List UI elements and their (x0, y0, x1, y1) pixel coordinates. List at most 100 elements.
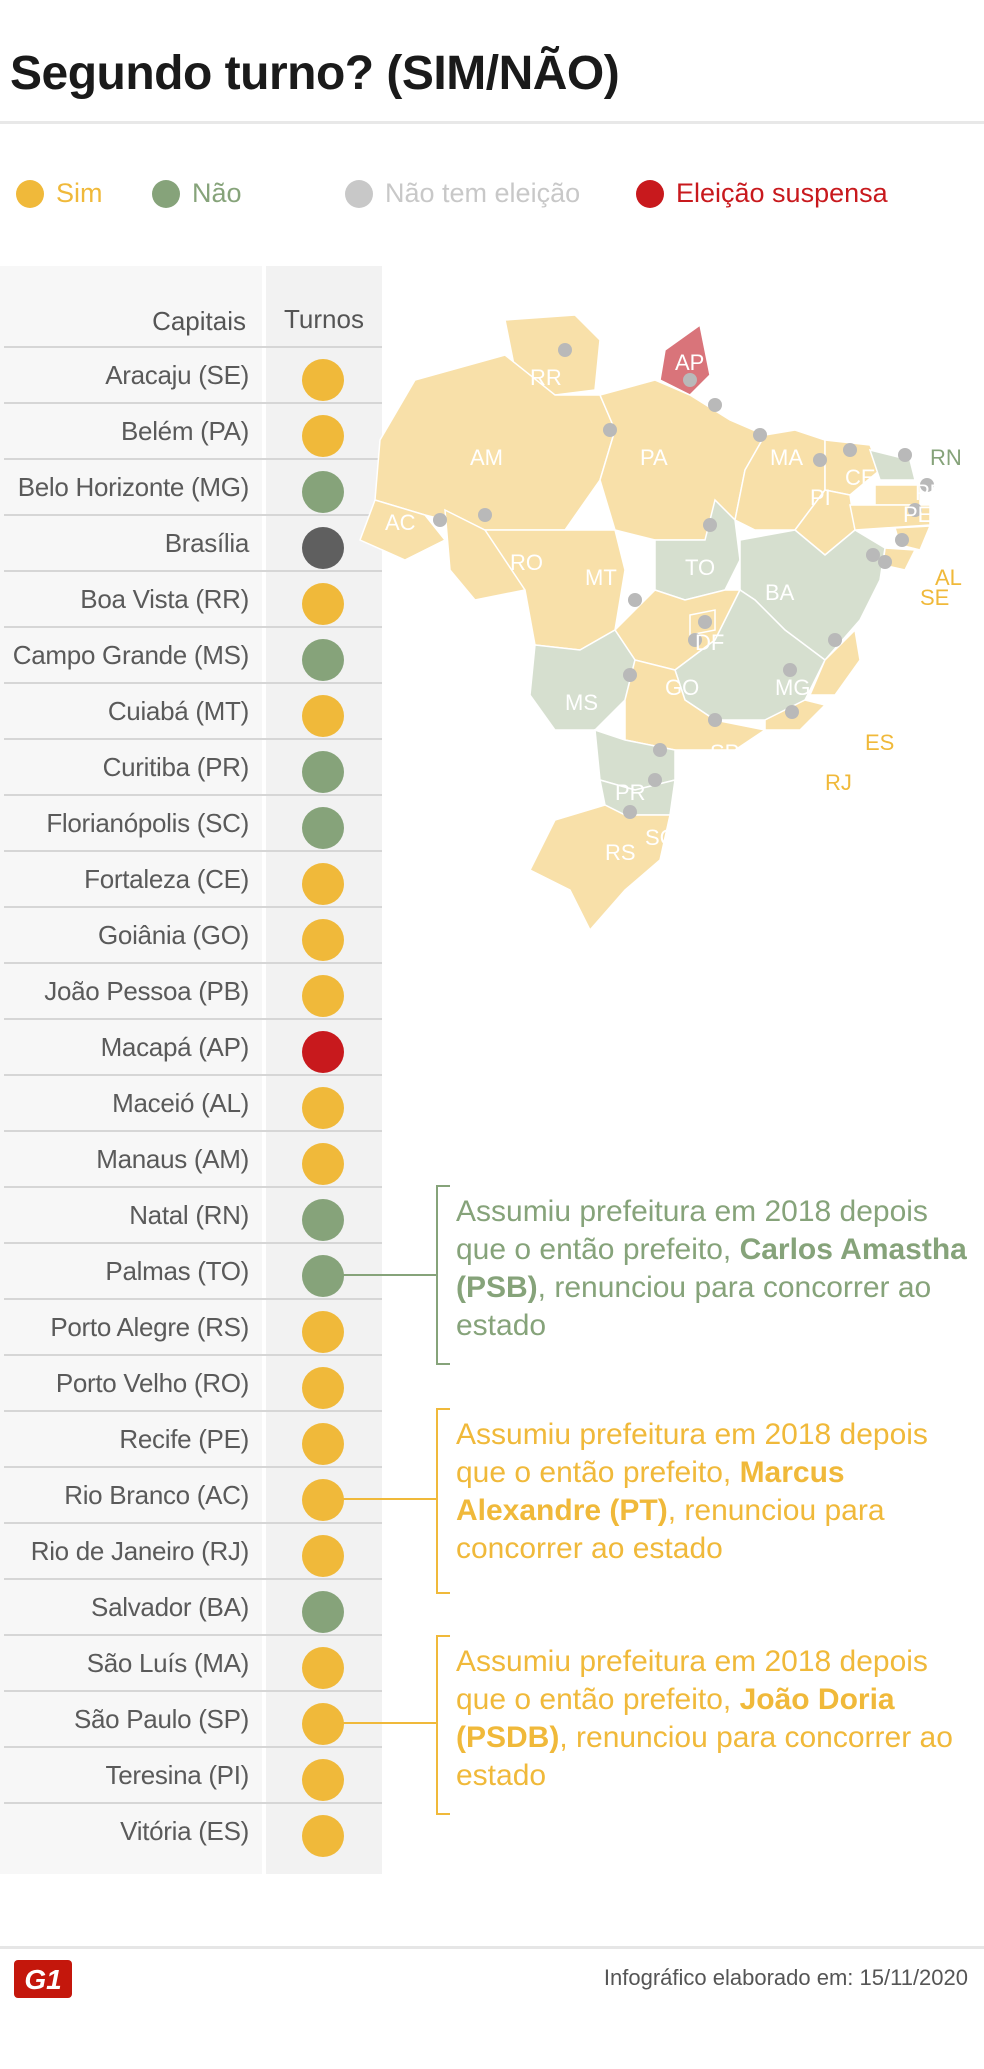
legend-item-sem-eleicao: Não tem eleição (345, 178, 580, 209)
capital-name: Goiânia (GO) (97, 920, 249, 950)
capital-name: Porto Velho (RO) (55, 1368, 249, 1398)
page-title: Segundo turno? (SIM/NÃO) (10, 47, 620, 100)
column-header-capitais: Capitais (152, 306, 246, 336)
capital-name: Belo Horizonte (MG) (17, 472, 250, 502)
annotation-connector (323, 1498, 436, 1500)
capital-marker (433, 513, 447, 527)
status-dot-sim (302, 1143, 344, 1185)
annotation-person: João Doria (PSDB) (456, 1683, 895, 1754)
status-dot-sim (302, 1647, 344, 1689)
status-dot-nao (302, 1199, 344, 1241)
capital-name: Rio de Janeiro (RJ) (30, 1536, 250, 1566)
status-dot-sim (302, 1759, 344, 1801)
state-label: RO (510, 550, 543, 575)
capital-marker (708, 398, 722, 412)
status-dot-sim (302, 695, 344, 737)
capital-name: Boa Vista (RR) (80, 584, 249, 614)
legend-dot-sem-eleicao (345, 179, 373, 208)
status-dot-nao (302, 807, 344, 849)
capital-name: Vitória (ES) (120, 1816, 249, 1846)
status-dot-sim (302, 1311, 344, 1353)
status-dot-nao (302, 1591, 344, 1633)
capital-marker (785, 705, 799, 719)
table-row: Manaus (AM) (4, 1130, 382, 1188)
capital-name: Fortaleza (CE) (84, 864, 249, 894)
capital-marker (703, 518, 717, 532)
g1-logo: G1 (14, 1960, 72, 1998)
capital-name: Florianópolis (SC) (46, 808, 249, 838)
footer-divider (0, 1946, 984, 1949)
annotation-note: Assumiu prefeitura em 2018 depois que o … (436, 1408, 978, 1594)
capital-marker (653, 743, 667, 757)
status-dot-sim (302, 919, 344, 961)
annotation-text: Assumiu prefeitura em 2018 depois que o … (438, 1408, 978, 1576)
status-dot-sim (302, 1703, 344, 1745)
table-row: Salvador (BA) (4, 1578, 382, 1636)
capital-marker (813, 453, 827, 467)
table-row: Natal (RN) (4, 1186, 382, 1244)
table-row: Belo Horizonte (MG) (4, 458, 382, 516)
capital-marker (908, 503, 922, 517)
state-label: AL (935, 565, 962, 590)
map-region-sp (624, 659, 767, 751)
table-row: Campo Grande (MS) (4, 626, 382, 684)
map-region-rn (868, 448, 916, 481)
state-label: BA (765, 580, 795, 605)
capital-marker (783, 663, 797, 677)
table-row: Goiânia (GO) (4, 906, 382, 964)
annotation-connector (323, 1274, 436, 1276)
status-dot-sim (302, 1087, 344, 1129)
table-row: Porto Alegre (RS) (4, 1298, 382, 1356)
state-label: AM (470, 445, 503, 470)
annotation-connector (323, 1722, 436, 1724)
table-row: Recife (PE) (4, 1410, 382, 1468)
status-dot-nao (302, 639, 344, 681)
annotation-text-post: , renunciou para concorrer ao estado (456, 1721, 953, 1792)
capital-marker (603, 423, 617, 437)
capital-name: Salvador (BA) (91, 1592, 249, 1622)
capital-name: Curitiba (PR) (102, 752, 250, 782)
annotation-text-post: , renunciou para concorrer ao estado (456, 1271, 932, 1342)
table-row: Florianópolis (SC) (4, 794, 382, 852)
annotation-text-pre: Assumiu prefeitura em 2018 depois que o … (456, 1418, 928, 1489)
status-dot-sim (302, 415, 344, 457)
status-dot-sem (302, 527, 344, 569)
capital-name: Maceió (AL) (112, 1088, 249, 1118)
table-row: Boa Vista (RR) (4, 570, 382, 628)
capital-name: Cuiabá (MT) (107, 696, 249, 726)
annotation-text: Assumiu prefeitura em 2018 depois que o … (438, 1635, 978, 1803)
state-label: AP (675, 350, 704, 375)
capital-marker (866, 548, 880, 562)
state-label: PE (903, 502, 932, 527)
annotation-text-pre: Assumiu prefeitura em 2018 depois que o … (456, 1195, 928, 1266)
capital-marker (828, 633, 842, 647)
capitals-column-bg (0, 266, 262, 1874)
status-dot-sim (302, 1535, 344, 1577)
capital-name: Aracaju (SE) (105, 360, 249, 390)
map-region-am (374, 354, 616, 531)
capital-name: Teresina (PI) (105, 1760, 250, 1790)
capital-marker (628, 593, 642, 607)
capital-name: Rio Branco (AC) (64, 1480, 249, 1510)
capital-name: Macapá (AP) (100, 1032, 250, 1062)
map-region-ce (824, 439, 881, 496)
legend-dot-suspensa (636, 179, 664, 208)
capital-marker (898, 448, 912, 462)
bracket-top (436, 1635, 450, 1637)
table-row: Porto Velho (RO) (4, 1354, 382, 1412)
table-row: Macapá (AP) (4, 1018, 382, 1076)
state-label: AC (385, 510, 416, 535)
status-dot-sim (302, 1479, 344, 1521)
capital-marker (920, 478, 934, 492)
state-label: MG (775, 675, 810, 700)
state-label: RR (530, 365, 562, 390)
state-label: PR (615, 780, 646, 805)
state-label: MT (585, 565, 617, 590)
table-row: Brasília (4, 514, 382, 572)
map-region-es (808, 628, 861, 696)
state-label: RN (930, 445, 962, 470)
bracket-bottom (436, 1363, 450, 1365)
state-label: ES (865, 730, 894, 755)
bracket-top (436, 1185, 450, 1187)
status-dot-sim (302, 1815, 344, 1857)
